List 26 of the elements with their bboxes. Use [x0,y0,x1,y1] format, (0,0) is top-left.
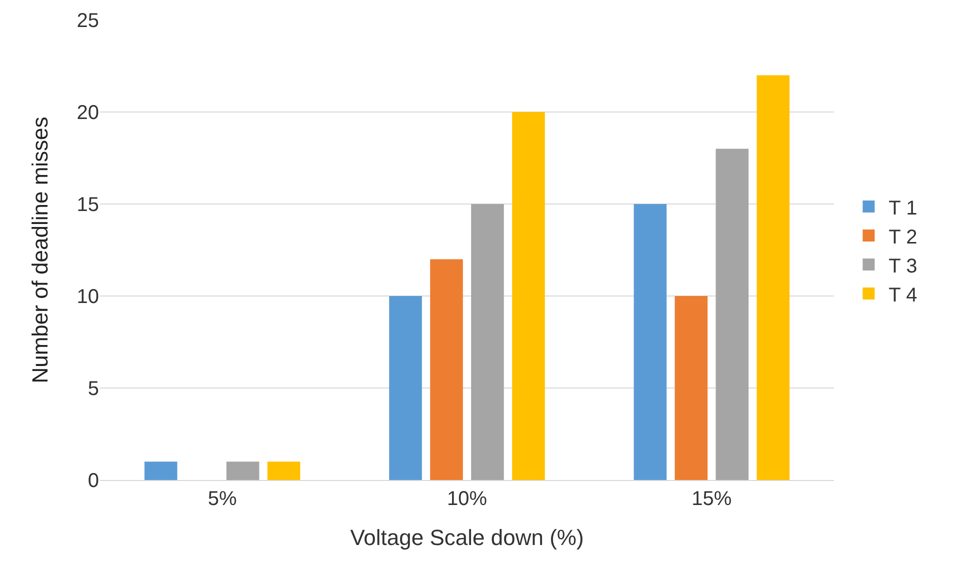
legend-label: T 2 [888,226,918,248]
y-tick-label: 15 [76,194,99,216]
bar [267,462,300,480]
bar [512,112,545,480]
bar [471,204,504,480]
bar [389,296,422,480]
y-tick-label: 25 [76,10,99,32]
legend-label: T 4 [888,284,918,306]
y-tick-label: 5 [88,378,99,400]
x-tick-label: 10% [446,488,488,510]
bar [144,462,178,480]
x-tick-label: 5% [208,488,237,510]
y-axis-title: Number of deadline misses [28,116,53,384]
x-axis-title: Voltage Scale down (%) [350,524,584,550]
bar [430,259,463,480]
bar [716,148,749,480]
bar [756,75,790,480]
legend-label: T 3 [888,255,918,278]
y-tick-label: 10 [76,286,99,308]
legend-label: T 1 [888,197,918,220]
y-tick-label: 0 [88,470,99,492]
bar [226,462,260,480]
bar [634,204,667,480]
y-tick-label: 20 [76,102,99,124]
bar [674,296,708,480]
x-tick-label: 15% [692,488,732,510]
